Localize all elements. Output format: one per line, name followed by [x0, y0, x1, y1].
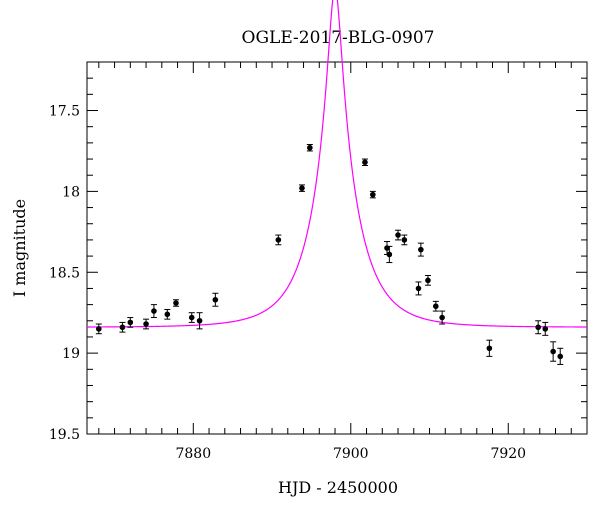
x-tick-label: 7900	[333, 446, 369, 462]
data-point	[361, 158, 368, 167]
y-tick-label: 19	[62, 346, 80, 362]
data-point	[172, 299, 179, 307]
data-point	[164, 308, 171, 320]
plot-frame	[86, 61, 588, 435]
data-point	[550, 341, 557, 362]
point-marker	[196, 317, 203, 324]
data-point	[196, 312, 203, 330]
data-point	[417, 242, 424, 257]
point-marker	[275, 237, 282, 243]
data-point	[535, 320, 542, 335]
point-marker	[415, 285, 422, 292]
point-marker	[173, 300, 179, 306]
point-marker	[119, 324, 126, 331]
point-marker	[188, 314, 195, 321]
data-point	[401, 234, 408, 246]
y-axis-label: I magnitude	[10, 199, 29, 297]
chart-title: OGLE-2017-BLG-0907	[242, 28, 435, 48]
data-point	[298, 184, 305, 192]
point-marker	[439, 314, 445, 321]
data-point	[275, 234, 282, 246]
data-point	[415, 281, 422, 296]
point-marker	[386, 251, 393, 258]
x-ticks	[98, 62, 588, 434]
data-point	[424, 274, 431, 286]
data-point	[542, 321, 549, 336]
point-marker	[212, 296, 219, 303]
data-point	[212, 292, 219, 307]
x-tick-label: 7920	[490, 446, 526, 462]
data-point	[306, 143, 313, 152]
data-point	[369, 190, 376, 199]
point-marker	[362, 159, 368, 166]
point-marker	[401, 237, 408, 243]
x-tick-labels: 7880 7900 7920	[175, 446, 526, 462]
point-marker	[550, 348, 556, 355]
y-ticks	[87, 61, 587, 435]
data-point	[127, 317, 134, 328]
data-point	[557, 347, 564, 365]
point-marker	[433, 303, 439, 310]
point-marker	[486, 345, 493, 352]
data-point	[386, 245, 393, 264]
point-marker	[164, 311, 171, 318]
data-point	[188, 312, 195, 323]
data-point	[143, 318, 150, 330]
point-marker	[96, 326, 102, 332]
point-marker	[418, 246, 424, 253]
point-marker	[425, 277, 431, 284]
data-point	[395, 229, 402, 241]
point-marker	[151, 308, 157, 314]
y-tick-labels: 17.5 18 18.5 19 19.5	[49, 104, 80, 443]
y-tick-label: 18.5	[49, 265, 80, 281]
data-point	[486, 339, 493, 357]
data-point	[150, 304, 157, 319]
point-marker	[143, 321, 149, 327]
point-marker	[395, 232, 401, 238]
data-point	[95, 323, 102, 335]
y-tick-label: 17.5	[49, 104, 80, 120]
data-points	[95, 143, 564, 365]
x-tick-label: 7880	[175, 446, 211, 462]
x-axis-label: HJD - 2450000	[278, 478, 398, 497]
point-marker	[307, 144, 313, 151]
point-marker	[535, 324, 541, 331]
point-marker	[557, 353, 564, 360]
y-tick-label: 19.5	[49, 427, 80, 443]
data-point	[432, 300, 439, 312]
model-curve	[87, 0, 587, 328]
data-point	[439, 310, 446, 325]
point-marker	[127, 319, 134, 326]
point-marker	[542, 326, 549, 332]
data-point	[119, 321, 126, 333]
y-tick-label: 18	[62, 184, 80, 200]
point-marker	[299, 185, 305, 191]
point-marker	[370, 191, 376, 198]
